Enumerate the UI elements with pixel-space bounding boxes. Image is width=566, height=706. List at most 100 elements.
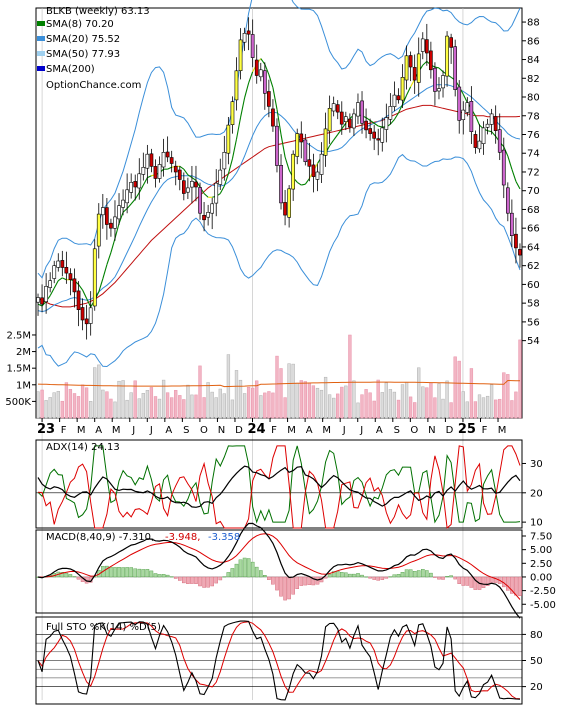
volume-bar [157,398,162,419]
macd-histogram-bar [133,568,138,578]
candle-body [60,260,65,268]
macd-histogram-bar [76,576,81,580]
candle-body [368,128,373,134]
macd-histogram-bar [368,576,372,579]
macd-histogram-bar [311,576,316,586]
volume-bar [52,392,56,419]
macd-histogram-bar [400,572,405,578]
macd-tick-label: -2.50 [530,586,556,597]
sma8-segment [219,185,225,194]
macd-histogram-bar [408,569,413,578]
candle-body [266,91,271,107]
volume-bar [170,397,174,419]
candle-body [96,213,101,247]
volume-bar [477,394,482,419]
macd-histogram-bar [64,572,69,578]
macd-histogram-bar [372,576,377,580]
sma8-segment [183,168,189,176]
macd-signal-line [37,533,521,600]
candle-body [331,103,336,112]
macd-histogram-bar [275,576,279,591]
macd-histogram-bar [177,576,182,581]
volume-bar [121,380,125,419]
volume-bar [125,399,129,419]
sma8-segment [227,158,233,174]
sma-long-line [37,104,521,308]
volume-bar [165,392,170,419]
volume-bar [174,390,178,419]
volume-bar [153,396,158,419]
sma8-segment [410,78,416,87]
x-tick-label: J [359,425,363,436]
volume-bar [376,379,380,419]
volume-bar [514,391,518,419]
candle-body [222,152,227,170]
macd-histogram-bar [283,576,287,601]
bollinger-upper [37,0,521,279]
price-tick-label: 86 [527,36,540,47]
candle-body [72,278,77,293]
x-tick-label: O [410,425,418,436]
sma8-segment [393,112,399,120]
candle-body [283,202,287,216]
sma8-segment [329,139,335,147]
candle-body [518,249,522,256]
x-tick-label: S [394,425,400,436]
sma8-segment [406,86,412,96]
price-tick-label: 54 [527,336,540,347]
volume-bar [303,381,307,419]
volume-bar [336,393,340,419]
volume-bar [56,391,60,419]
candle-body [339,111,344,125]
volume-bar [437,383,441,419]
volume-bar [323,376,328,419]
volume-bar [113,401,117,419]
candle-body [210,203,215,214]
candle-body [271,108,275,127]
volume-bar [89,401,93,419]
candle-body [109,222,113,229]
sma8-segment [438,67,444,73]
macd-histogram-bar [352,573,356,578]
macd-histogram-bar [263,575,267,578]
macd-histogram-bar [279,576,283,597]
volume-bar [348,334,352,419]
macd-histogram-bar [72,576,77,578]
macd-histogram-bar [449,575,453,578]
candle-body [80,307,85,321]
sma8-segment [304,178,310,185]
price-tick-label: 56 [527,317,540,328]
candle-body [48,280,52,288]
volume-bar [267,391,271,419]
x-tick-label: N [218,425,225,436]
sma8-segment [102,264,108,279]
candle-body [392,94,397,107]
macd-tick-label: -5.00 [530,600,556,611]
candle-body [125,189,129,204]
macd-histogram-bar [137,568,142,578]
macd-histogram-bar [226,572,231,578]
macd-histogram-bar [267,576,271,580]
candle-body [291,153,296,190]
volume-bar [109,398,113,419]
volume-bar [332,397,336,419]
x-tick-label: D [446,425,454,436]
volume-bar [255,380,259,419]
sma8-segment [110,238,116,253]
macd-histogram-bar [246,558,251,578]
sma8-segment [264,64,270,75]
macd-histogram-bar [125,567,129,578]
volume-bar [453,356,457,419]
volume-bar [182,399,186,419]
volume-bar [494,399,498,419]
volume-average-line [37,379,521,388]
candle-body [105,207,109,225]
candle-body [501,149,506,186]
volume-bar [396,399,401,419]
candle-body [352,113,356,129]
sma8-segment [118,212,124,224]
volume-tick-label: 2M [16,347,31,358]
volume-bar [506,374,510,419]
sma8-segment [223,173,229,187]
macd-histogram-bar [457,576,462,585]
